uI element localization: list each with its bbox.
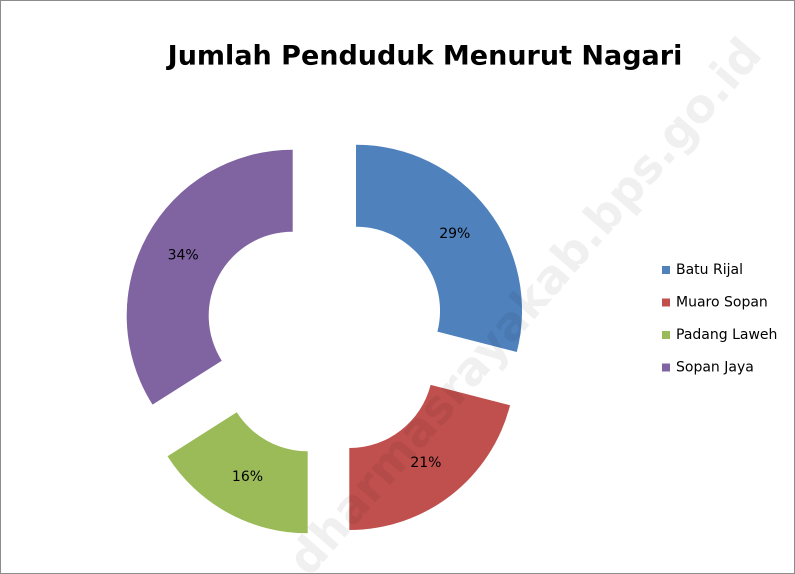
data-label: 29%	[439, 226, 470, 242]
chart-title: Jumlah Penduduk Menurut Nagari	[166, 41, 683, 72]
legend-swatch	[662, 331, 670, 339]
legend-label: Batu Rijal	[676, 262, 743, 278]
doughnut-slice	[356, 144, 523, 352]
data-label: 34%	[168, 247, 199, 263]
data-label: 16%	[232, 469, 263, 485]
doughnut-slice	[167, 412, 308, 534]
doughnut-slice	[126, 149, 293, 405]
data-label: 21%	[410, 455, 441, 471]
legend-swatch	[662, 363, 670, 372]
legend-label: Sopan Jaya	[676, 360, 754, 376]
legend-swatch	[662, 298, 670, 307]
legend-label: Padang Laweh	[676, 327, 777, 343]
legend-swatch	[662, 266, 670, 274]
doughnut-slice	[349, 384, 511, 531]
legend-label: Muaro Sopan	[676, 295, 768, 311]
